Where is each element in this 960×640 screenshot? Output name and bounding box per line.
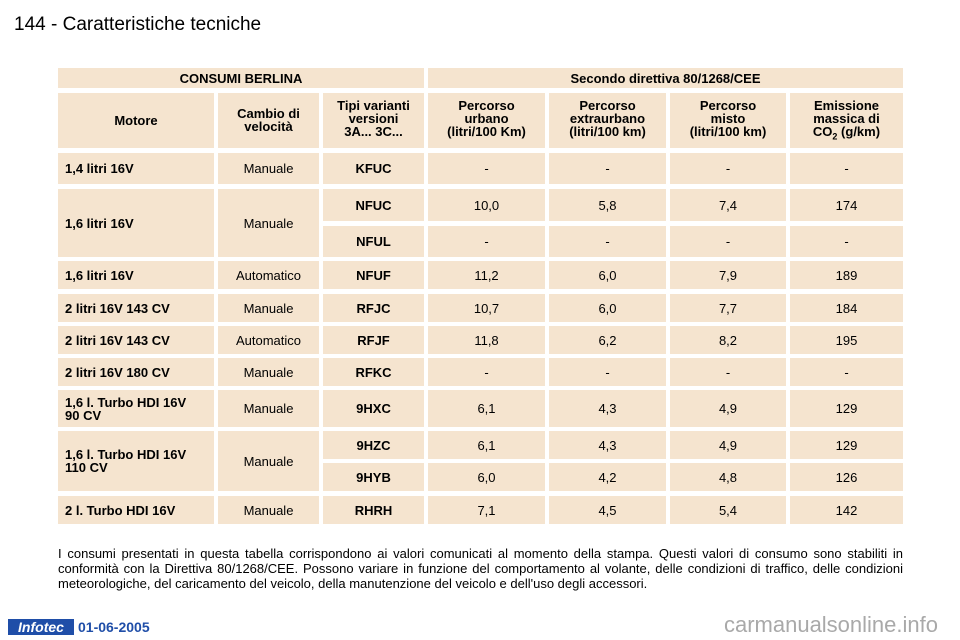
row-tipo: RHRH <box>323 496 424 524</box>
row-extraurbano: 4,3 <box>549 390 666 427</box>
row-tipo: NFUF <box>323 261 424 289</box>
row-tipo: KFUC <box>323 153 424 184</box>
row-cambio: Manuale <box>218 294 319 322</box>
row-misto: 5,4 <box>670 496 786 524</box>
row-motore: 2 l. Turbo HDI 16V <box>58 496 214 524</box>
row-cambio: Manuale <box>218 496 319 524</box>
row-urbano: 6,1 <box>428 431 545 459</box>
row-extraurbano: - <box>549 226 666 257</box>
row-motore: 1,6 litri 16V <box>58 261 214 289</box>
header-cambio: Cambio di velocità <box>218 93 319 148</box>
row-extraurbano: 4,5 <box>549 496 666 524</box>
row-co2: 129 <box>790 431 903 459</box>
row-co2: 174 <box>790 189 903 221</box>
row-cambio: Manuale <box>218 153 319 184</box>
row-urbano: 7,1 <box>428 496 545 524</box>
header-separator: - <box>50 14 58 35</box>
row-urbano: - <box>428 226 545 257</box>
row-tipo: RFJC <box>323 294 424 322</box>
page-title: Caratteristiche tecniche <box>62 14 262 35</box>
row-co2: - <box>790 358 903 386</box>
table-title-right: Secondo direttiva 80/1268/CEE <box>428 68 903 88</box>
header-urbano: Percorso urbano (litri/100 Km) <box>428 93 545 148</box>
row-tipo: NFUC <box>323 189 424 221</box>
row-tipo: RFJF <box>323 326 424 354</box>
row-tipo: 9HYB <box>323 463 424 491</box>
row-tipo: RFKC <box>323 358 424 386</box>
row-urbano: 6,1 <box>428 390 545 427</box>
row-motore: 1,4 litri 16V <box>58 153 214 184</box>
row-cambio: Automatico <box>218 326 319 354</box>
row-extraurbano: 6,0 <box>549 294 666 322</box>
row-co2: 195 <box>790 326 903 354</box>
footer-date: 01-06-2005 <box>78 619 150 635</box>
row-co2: - <box>790 153 903 184</box>
row-cambio: Manuale <box>218 189 319 257</box>
row-cambio: Manuale <box>218 358 319 386</box>
row-tipo: 9HXC <box>323 390 424 427</box>
row-misto: 4,9 <box>670 390 786 427</box>
row-misto: - <box>670 358 786 386</box>
row-misto: 4,9 <box>670 431 786 459</box>
header-motore: Motore <box>58 93 214 148</box>
infotec-logo: Infotec <box>8 619 74 635</box>
row-extraurbano: 6,0 <box>549 261 666 289</box>
row-misto: - <box>670 226 786 257</box>
header-misto: Percorso misto (litri/100 km) <box>670 93 786 148</box>
row-extraurbano: 5,8 <box>549 189 666 221</box>
page-header: 144 - Caratteristiche tecniche <box>14 14 261 36</box>
row-motore: 1,6 l. Turbo HDI 16V 90 CV <box>58 390 214 427</box>
row-motore: 1,6 litri 16V <box>58 189 214 257</box>
row-misto: - <box>670 153 786 184</box>
row-misto: 4,8 <box>670 463 786 491</box>
row-extraurbano: - <box>549 153 666 184</box>
row-co2: 126 <box>790 463 903 491</box>
row-co2: - <box>790 226 903 257</box>
row-extraurbano: 4,2 <box>549 463 666 491</box>
row-urbano: - <box>428 358 545 386</box>
row-tipo: 9HZC <box>323 431 424 459</box>
row-misto: 7,4 <box>670 189 786 221</box>
consumption-note: I consumi presentati in questa tabella c… <box>58 546 903 591</box>
table-title-left: CONSUMI BERLINA <box>58 68 424 88</box>
row-urbano: 11,2 <box>428 261 545 289</box>
watermark: carmanualsonline.info <box>723 612 938 637</box>
row-motore: 2 litri 16V 143 CV <box>58 294 214 322</box>
page-number: 144 <box>14 14 46 35</box>
row-extraurbano: - <box>549 358 666 386</box>
row-tipo: NFUL <box>323 226 424 257</box>
row-misto: 7,9 <box>670 261 786 289</box>
row-extraurbano: 4,3 <box>549 431 666 459</box>
row-motore: 2 litri 16V 143 CV <box>58 326 214 354</box>
row-motore: 2 litri 16V 180 CV <box>58 358 214 386</box>
row-urbano: 10,7 <box>428 294 545 322</box>
row-co2: 189 <box>790 261 903 289</box>
row-motore: 1,6 l. Turbo HDI 16V 110 CV <box>58 431 214 491</box>
row-urbano: 11,8 <box>428 326 545 354</box>
header-emissione-co2: CO2 (g/km) <box>812 124 881 142</box>
header-emissione-label: Emissione massica di <box>813 98 880 126</box>
row-co2: 184 <box>790 294 903 322</box>
header-emissione: Emissione massica di CO2 (g/km) <box>790 93 903 148</box>
header-extraurbano: Percorso extraurbano (litri/100 km) <box>549 93 666 148</box>
row-urbano: 6,0 <box>428 463 545 491</box>
row-cambio: Manuale <box>218 390 319 427</box>
row-co2: 142 <box>790 496 903 524</box>
row-urbano: - <box>428 153 545 184</box>
row-urbano: 10,0 <box>428 189 545 221</box>
row-misto: 8,2 <box>670 326 786 354</box>
header-tipi: Tipi varianti versioni 3A... 3C... <box>323 93 424 148</box>
row-extraurbano: 6,2 <box>549 326 666 354</box>
row-misto: 7,7 <box>670 294 786 322</box>
row-cambio: Automatico <box>218 261 319 289</box>
row-cambio: Manuale <box>218 431 319 491</box>
row-co2: 129 <box>790 390 903 427</box>
